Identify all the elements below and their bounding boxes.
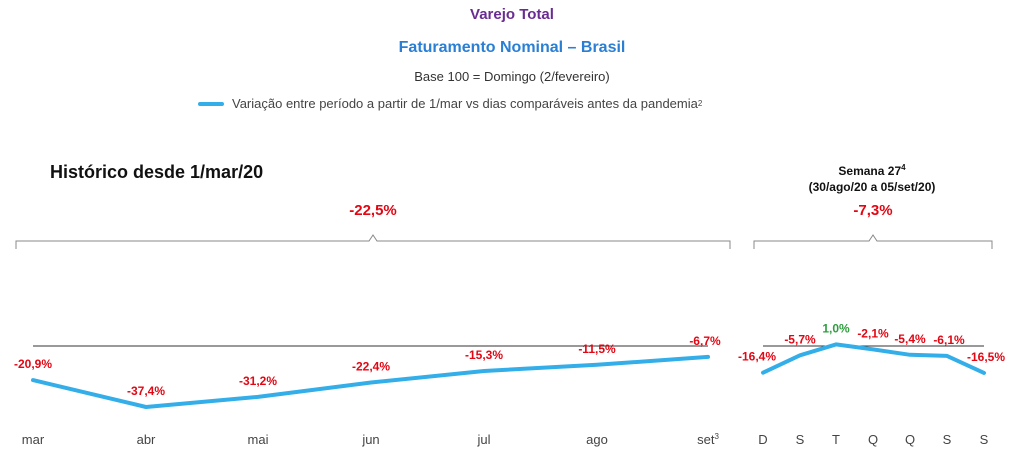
semana-data-label: -16,4% [738,350,776,364]
historico-chart: -20,9% mar -37,4% abr -31,2% mai -22,4% jun -15,… [14,334,721,447]
historico-bracket [15,234,731,249]
legend-footnote: 2 [697,99,703,108]
semana-bracket [753,234,993,249]
chart-title: Varejo Total [470,6,554,23]
legend-label: Variação entre período a partir de 1/mar… [232,96,698,111]
historico-data-label: -37,4% [127,384,165,398]
historico-tick-label: set3 [697,432,719,447]
historico-summary: -22,5% [349,202,397,219]
historico-tick-label: jul [476,432,490,447]
semana-data-label: -5,4% [894,332,926,346]
semana-title-footnote: 4 [901,163,906,172]
semana-data-label: -5,7% [784,332,816,346]
semana-title-text: Semana 27 [838,164,902,178]
semana-data-label: 1,0% [822,321,850,335]
semana-data-label: -2,1% [857,326,889,340]
chart-base-note: Base 100 = Domingo (2/fevereiro) [414,69,610,84]
historico-tick-label: abr [137,432,156,447]
historico-data-label: -22,4% [352,360,390,374]
semana-series-line [761,342,986,375]
semana-tick-label: D [758,432,767,447]
historico-title: Histórico desde 1/mar/20 [50,162,264,182]
legend: Variação entre período a partir de 1/mar… [198,96,702,111]
semana-tick-label: S [796,432,805,447]
chart-subtitle: Faturamento Nominal – Brasil [398,39,626,56]
semana-tick-label: S [980,432,989,447]
semana-data-label: -16,5% [967,350,1005,364]
semana-tick-label: S [943,432,952,447]
semana-tick-label: Q [905,432,915,447]
semana-chart: -16,4% D -5,7% S 1,0% T -2,1% Q -5,4% Q -6,1% S -16,… [738,321,1005,447]
historico-data-label: -11,5% [578,342,616,356]
semana-tick-label: T [832,432,840,447]
historico-tick-label: mar [22,432,45,447]
legend-line-swatch [198,101,224,106]
historico-data-label: -31,2% [239,374,277,388]
historico-tick-label: jun [361,432,379,447]
semana-date-range: (30/ago/20 a 05/set/20) [808,180,936,194]
historico-series-line [31,354,710,409]
semana-tick-label: Q [868,432,878,447]
historico-tick-label: mai [248,432,269,447]
historico-data-label: -20,9% [14,357,52,371]
historico-data-label: -6,7% [689,334,721,348]
historico-data-label: -15,3% [465,348,503,362]
semana-data-label: -6,1% [933,333,965,347]
historico-tick-label: ago [586,432,608,447]
semana-summary: -7,3% [853,202,893,219]
semana-title: Semana 274 (30/ago/20 a 05/set/20) [752,160,992,195]
